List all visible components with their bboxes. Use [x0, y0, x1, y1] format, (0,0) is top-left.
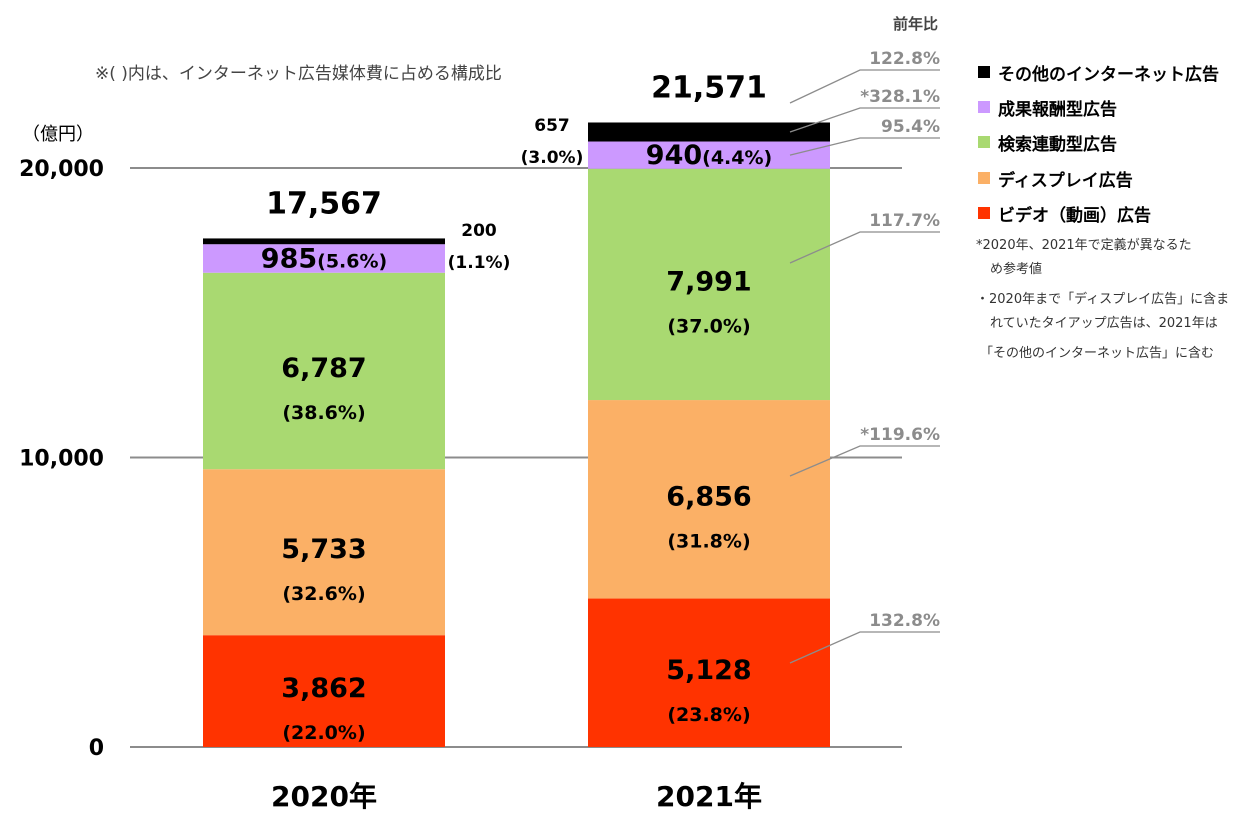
segment-share-label: (32.6%) — [282, 583, 365, 605]
yoy-total-label: 122.8% — [869, 49, 940, 69]
bar-segment — [588, 141, 830, 169]
legend-label: ビデオ（動画）広告 — [998, 205, 1151, 226]
leader-lines — [789, 69, 940, 664]
yoy-label: 132.8% — [869, 611, 940, 631]
legend-item: その他のインターネット広告 — [978, 60, 1219, 85]
legend-label: 成果報酬型広告 — [998, 99, 1117, 120]
yoy-label: 95.4% — [881, 117, 940, 137]
bar-segment — [588, 168, 830, 401]
x-tick-label: 2021年 — [656, 780, 762, 813]
yoy-header: 前年比 — [893, 15, 938, 33]
segment-value-label: 6,787 — [281, 353, 366, 384]
legend-label: 検索連動型広告 — [998, 134, 1117, 155]
x-axis: 2020年 2021年 — [271, 780, 762, 813]
x-tick-label: 2020年 — [271, 780, 377, 813]
legend-swatch — [978, 136, 990, 148]
leader-line — [789, 107, 940, 133]
legend-label: その他のインターネット広告 — [998, 64, 1219, 85]
segment-value-label: 5,128 — [666, 655, 751, 686]
segment-value-label: 7,991 — [666, 266, 751, 297]
segment-value-label: 6,856 — [666, 481, 751, 512]
data-labels: 3,862 (22.0%) 5,733 (32.6%) 6,787 (38.6%) 985(… — [261, 49, 940, 744]
leader-line — [789, 137, 940, 156]
segment-value-label: 3,862 — [281, 673, 366, 704]
other-share-label: (1.1%) — [448, 253, 511, 273]
chart-note: ※( )内は、インターネット広告媒体費に占める構成比 — [95, 64, 502, 84]
legend-item: 成果報酬型広告 — [978, 95, 1117, 120]
bar-segment — [203, 238, 445, 245]
bar-segment — [203, 272, 445, 470]
total-label: 17,567 — [266, 186, 382, 221]
bar-segments — [203, 122, 830, 747]
other-share-label: (3.0%) — [521, 148, 584, 168]
footnote-line: *2020年、2021年で定義が異なるた — [976, 238, 1192, 253]
other-value-label: 200 — [461, 221, 497, 241]
y-tick-label: 20,000 — [19, 157, 104, 182]
footnote-line: ・2020年まで「ディスプレイ広告」に含ま — [976, 292, 1230, 307]
leader-line — [789, 631, 940, 664]
legend-swatch — [978, 101, 990, 113]
segment-value-label: 5,733 — [281, 534, 366, 565]
leader-line — [789, 445, 940, 477]
legend-item: ビデオ（動画）広告 — [978, 201, 1151, 226]
bar-segment — [203, 635, 445, 747]
segment-share-label: (31.8%) — [667, 530, 750, 552]
segment-share-label: (23.8%) — [667, 704, 750, 726]
segment-value-label: 985(5.6%) — [261, 243, 387, 274]
bar-segment — [203, 244, 445, 273]
bar-segment — [588, 400, 830, 599]
segment-value-label: 940(4.4%) — [646, 140, 772, 171]
leader-line — [789, 231, 940, 264]
yoy-label: *328.1% — [860, 87, 940, 107]
bar-segment — [203, 469, 445, 636]
y-axis: 0 10,000 20,000 — [19, 157, 104, 761]
segment-share-label: (37.0%) — [667, 315, 750, 337]
y-tick-label: 0 — [89, 736, 104, 761]
segment-share-label: (22.0%) — [282, 722, 365, 744]
other-value-label: 657 — [534, 116, 570, 136]
legend-swatch — [978, 66, 990, 78]
yoy-label: *119.6% — [860, 425, 940, 445]
legend-item: 検索連動型広告 — [978, 130, 1117, 155]
footnote-line: め参考値 — [990, 262, 1043, 277]
legend-item: ディスプレイ広告 — [978, 166, 1133, 191]
footnote-line: 「その他のインターネット広告」に含む — [980, 346, 1215, 361]
total-label: 21,571 — [651, 71, 767, 106]
bar-segment — [588, 122, 830, 142]
y-tick-label: 10,000 — [19, 447, 104, 472]
leader-line — [789, 69, 940, 104]
bar-segment — [588, 598, 830, 747]
legend-swatch — [978, 207, 990, 219]
legend-label: ディスプレイ広告 — [998, 170, 1133, 191]
segment-share-label: (38.6%) — [282, 402, 365, 424]
footnote-line: れていたタイアップ広告は、2021年は — [990, 316, 1218, 331]
yoy-label: 117.7% — [869, 211, 940, 231]
legend-swatch — [978, 172, 990, 184]
unit-label: （億円） — [22, 124, 94, 145]
